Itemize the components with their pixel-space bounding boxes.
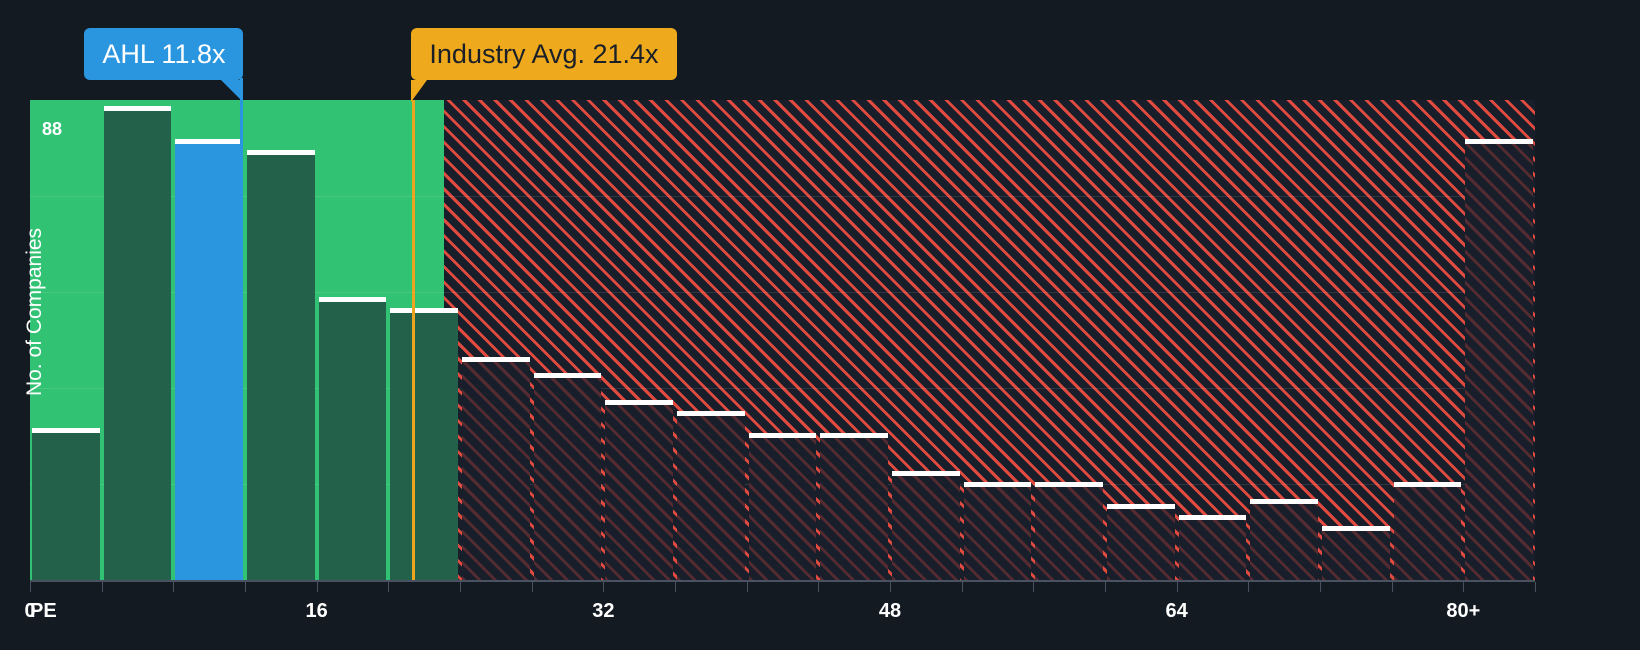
bar-cap	[103, 105, 172, 111]
bar-cap	[175, 138, 243, 144]
x-axis-tick	[1105, 582, 1106, 592]
bar[interactable]	[1035, 482, 1103, 580]
bar[interactable]	[1322, 525, 1390, 580]
bar-cap	[533, 373, 602, 379]
bar[interactable]	[175, 138, 243, 580]
bar[interactable]	[605, 400, 673, 580]
x-axis-tick	[245, 582, 246, 592]
bar[interactable]	[533, 373, 602, 580]
bar-cap	[1107, 504, 1175, 510]
bar-cap	[1322, 525, 1390, 531]
x-axis-tick	[30, 582, 31, 592]
x-axis-tick-label: 32	[592, 600, 615, 622]
plot-area	[30, 78, 1535, 580]
x-axis-line	[30, 580, 1535, 582]
bar[interactable]	[963, 482, 1032, 580]
company-pe-callout-label: AHL 11.8x	[102, 38, 226, 69]
x-axis-tick	[1391, 582, 1393, 592]
bar-cap	[677, 411, 745, 417]
bar-cap	[1465, 138, 1533, 144]
bar-cap	[390, 307, 458, 313]
x-axis-tick	[101, 582, 103, 592]
x-axis-tick-label: 16	[305, 600, 328, 622]
bar-cap	[318, 296, 387, 302]
x-axis-tick	[531, 582, 533, 592]
company-pe-callout[interactable]: AHL 11.8x	[84, 28, 244, 102]
bar[interactable]	[1250, 498, 1318, 580]
bar-cap	[1250, 498, 1318, 504]
x-axis-tick	[818, 582, 820, 592]
x-axis-tick	[1463, 582, 1465, 592]
x-axis-tick	[890, 582, 891, 592]
bar[interactable]	[748, 433, 817, 580]
bar-cap	[963, 482, 1032, 488]
x-axis-tick-label: 80+	[1446, 600, 1481, 622]
x-axis-tick	[1248, 582, 1250, 592]
x-axis-tick	[1535, 582, 1536, 592]
callout-tail	[411, 80, 428, 102]
bar[interactable]	[892, 471, 960, 580]
x-axis-tick	[316, 582, 318, 592]
bar[interactable]	[1465, 138, 1533, 580]
callout-tail	[221, 80, 244, 102]
x-axis-tick	[460, 582, 461, 592]
x-axis-tick	[746, 582, 748, 592]
bar-cap	[1035, 482, 1103, 488]
industry-average-callout-label: Industry Avg. 21.4x	[429, 38, 659, 69]
bar-cap	[32, 427, 100, 433]
bar[interactable]	[103, 105, 172, 580]
x-axis-tick	[1320, 582, 1321, 592]
x-axis-tick	[1033, 582, 1035, 592]
x-axis-tick-label: 48	[878, 600, 902, 622]
bar[interactable]	[247, 149, 315, 580]
bar-cap	[247, 149, 315, 155]
industry-average-line	[412, 100, 416, 580]
x-axis-tick	[388, 582, 390, 592]
bar[interactable]	[32, 427, 100, 580]
bar-cap	[462, 356, 530, 362]
bar[interactable]	[677, 411, 745, 580]
y-axis-title: No. of Companies	[23, 227, 46, 397]
bar-cap	[820, 433, 888, 439]
company-pe-line	[240, 78, 244, 580]
x-axis-tick	[1176, 582, 1178, 592]
bar[interactable]	[390, 307, 458, 580]
x-axis-tick	[173, 582, 175, 592]
industry-average-callout[interactable]: Industry Avg. 21.4x	[411, 28, 677, 102]
overvalued-zone	[443, 100, 1535, 580]
x-axis-tick-label: 0	[24, 600, 36, 622]
y-axis-max-label: 88	[42, 119, 63, 139]
bar-cap	[1393, 482, 1462, 488]
bar-cap	[748, 433, 817, 439]
x-axis-tick	[675, 582, 676, 592]
x-axis-tick-label: 64	[1165, 600, 1188, 622]
bar[interactable]	[1393, 482, 1462, 580]
bar[interactable]	[318, 296, 387, 580]
x-axis-tick	[603, 582, 605, 592]
x-axis-title: PE	[30, 600, 57, 622]
bar[interactable]	[820, 433, 888, 580]
bar[interactable]	[462, 356, 530, 580]
bar-cap	[605, 400, 673, 406]
bar[interactable]	[1107, 504, 1175, 580]
bar-cap	[1178, 515, 1247, 520]
bar-cap	[892, 471, 960, 477]
x-axis-tick	[961, 582, 963, 592]
bar[interactable]	[1178, 515, 1247, 580]
